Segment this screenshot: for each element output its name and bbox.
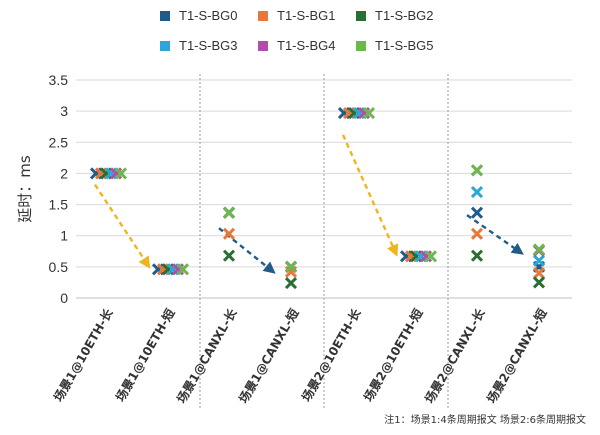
legend-label: T1-S-BG1 [277,8,336,23]
y-tick-label: 2 [60,165,68,181]
y-tick-label: 2.5 [49,134,69,150]
x-tick-label: 场景2@CANXL-长 [421,305,488,405]
legend-label: T1-S-BG5 [375,38,434,53]
y-tick-label: 3 [60,103,68,119]
legend-item: T1-S-BG4 [258,38,336,53]
legend-item: T1-S-BG1 [258,8,336,23]
data-point [470,186,484,199]
marker-stroke [424,250,438,263]
legend-item: T1-S-BG2 [356,8,434,23]
trend-arrow [93,183,151,269]
marker-stroke [222,227,236,240]
y-axis-label: 延时：ms [16,155,34,223]
legend-swatch [258,40,268,51]
legend-swatch [258,10,268,21]
legend-swatch [160,10,170,21]
legend-swatch [356,40,366,51]
data-point [470,206,484,219]
marker-stroke [284,276,298,290]
x-tick-label: 场景2@CANXL-短 [483,306,549,406]
marker-stroke [532,243,546,256]
marker-stroke [222,206,236,219]
legend-label: T1-S-BG0 [179,8,238,23]
legend-item: T1-S-BG3 [160,38,238,53]
data-point [532,276,546,289]
x-tick-label: 场景2@10ETH-短 [360,306,425,404]
legend-item: T1-S-BG5 [356,38,434,53]
y-tick-label: 0.5 [49,259,69,275]
x-tick-label: 场景1@CANXL-短 [235,306,301,406]
marker-stroke [470,186,484,199]
y-tick-label: 1.5 [49,197,69,213]
x-tick-label: 场景1@10ETH-短 [112,306,177,404]
data-point [114,167,128,180]
marker-stroke [470,227,484,240]
legend-label: T1-S-BG2 [375,8,434,23]
legend-swatch [160,40,170,51]
y-tick-label: 1 [60,228,68,244]
marker-stroke [470,249,484,262]
data-point [362,106,376,120]
marker-stroke [114,167,128,180]
marker-stroke [470,206,484,219]
trend-arrow [466,214,524,255]
data-point [176,263,190,276]
marker-stroke [532,267,546,280]
data-point [532,254,546,267]
data-point [222,249,236,262]
y-tick-label: 0 [60,290,68,306]
data-point [424,250,438,263]
marker-stroke [284,260,298,273]
data-points [89,106,546,290]
y-tick-label: 3.5 [49,72,69,88]
data-point [470,249,484,262]
legend-label: T1-S-BG4 [277,38,336,53]
data-point [222,206,236,219]
footnote: 注1：场景1:4条周期报文 场景2:6条周期报文 [384,415,586,426]
legend-swatch [356,10,366,21]
data-point [532,267,546,280]
data-point [470,227,484,240]
axis-labels: 0 0.5 1 1.5 2 2.5 3 3.5 延时：ms 场景1@10ETH-长场景1@10ET… [16,72,550,406]
x-tick-label: 场景1@CANXL-长 [173,305,240,405]
marker-stroke [532,276,546,289]
x-tick-label: 场景2@10ETH-长 [298,305,364,404]
data-point [470,164,484,177]
x-tick-label: 场景1@10ETH-长 [50,305,116,404]
legend-item: T1-S-BG0 [160,8,238,23]
marker-stroke [470,164,484,177]
marker-stroke [222,249,236,262]
marker-stroke [362,106,376,120]
trend-arrow [341,134,399,257]
data-point [532,243,546,256]
marker-stroke [532,254,546,267]
data-point [222,227,236,240]
legend-label: T1-S-BG3 [179,38,238,53]
trend-arrows [93,134,524,274]
data-point [284,260,298,273]
marker-stroke [176,263,190,276]
data-point [284,276,298,290]
